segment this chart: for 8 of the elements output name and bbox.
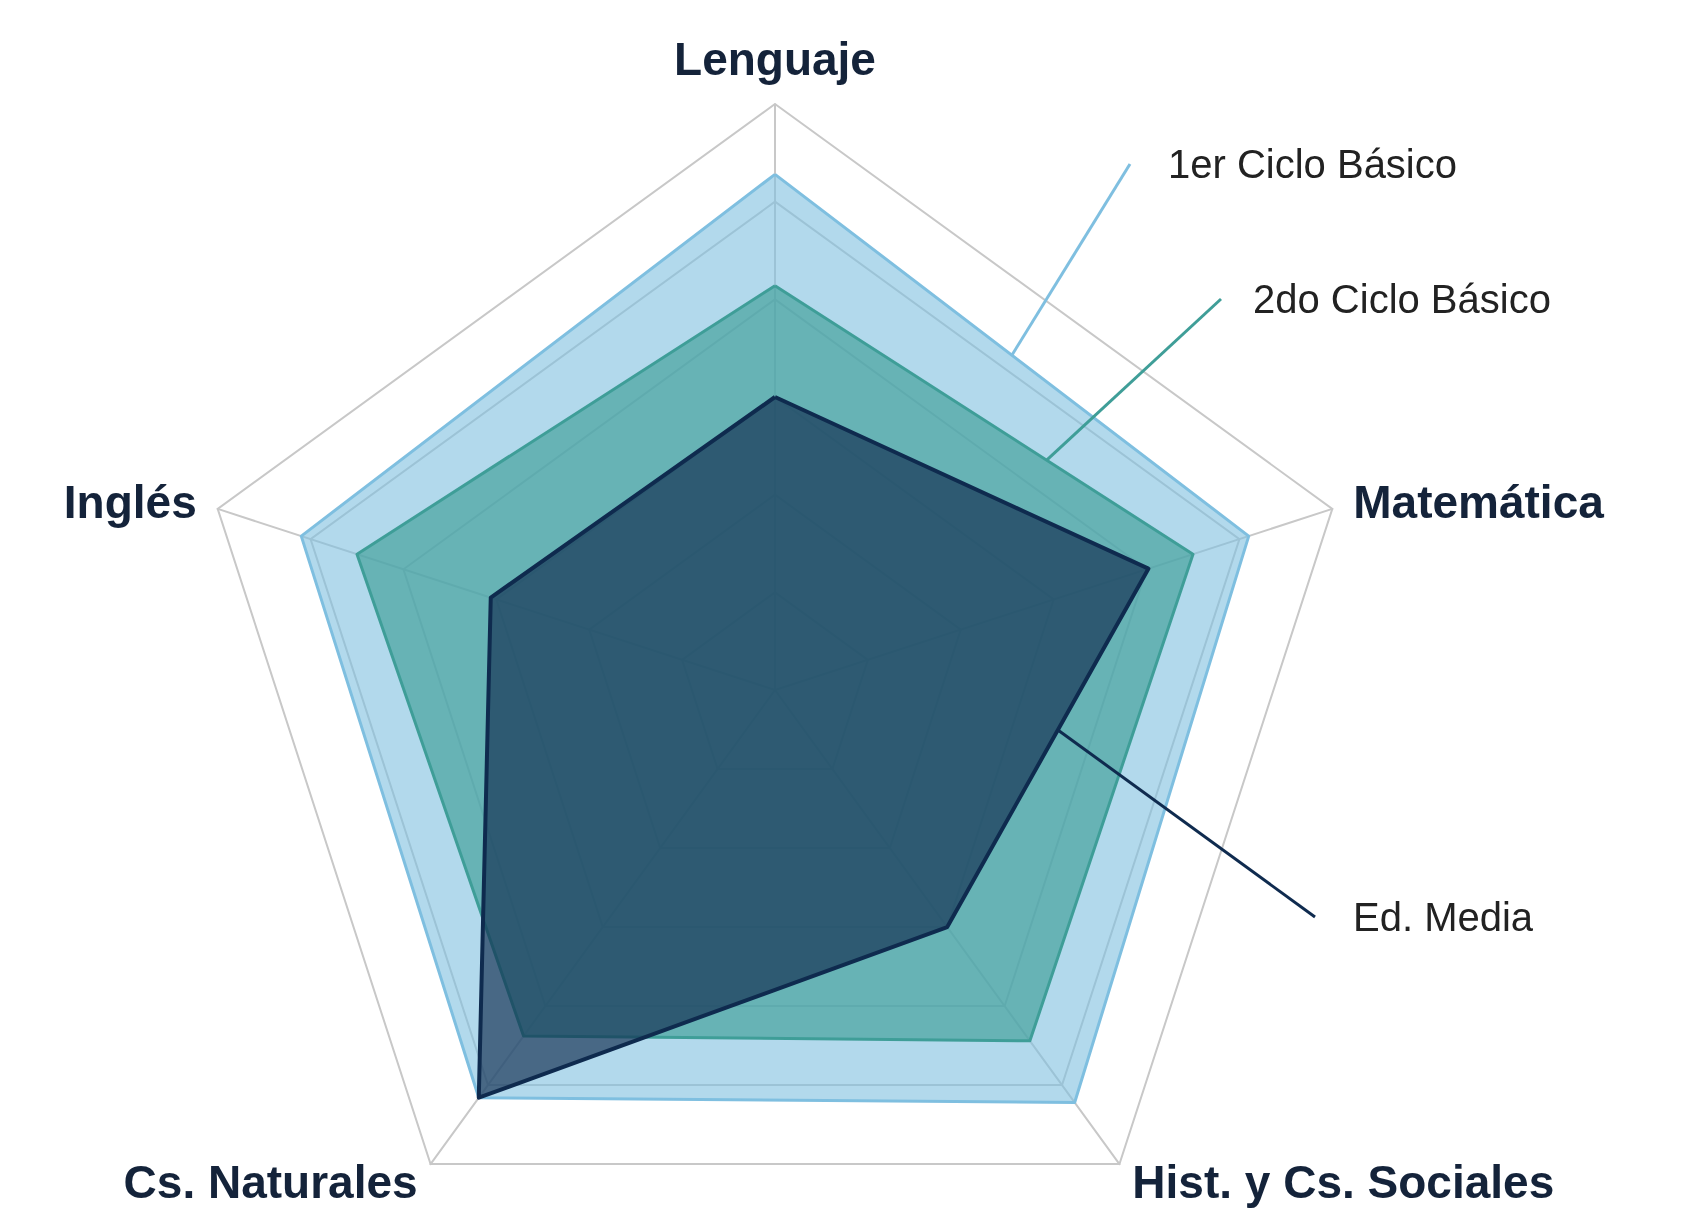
spoke-label: Cs. Naturales — [123, 1155, 418, 1208]
spoke-label: Inglés — [63, 476, 197, 529]
text: 1er Ciclo Básico — [1168, 142, 1458, 186]
spoke-label: Matemática — [1353, 476, 1605, 529]
spoke-label: Lenguaje — [674, 33, 876, 85]
text: 2do Ciclo Básico — [1253, 277, 1551, 321]
text: Ed. Media — [1353, 895, 1534, 939]
spoke-label: Hist. y Cs. Sociales — [1132, 1155, 1555, 1208]
